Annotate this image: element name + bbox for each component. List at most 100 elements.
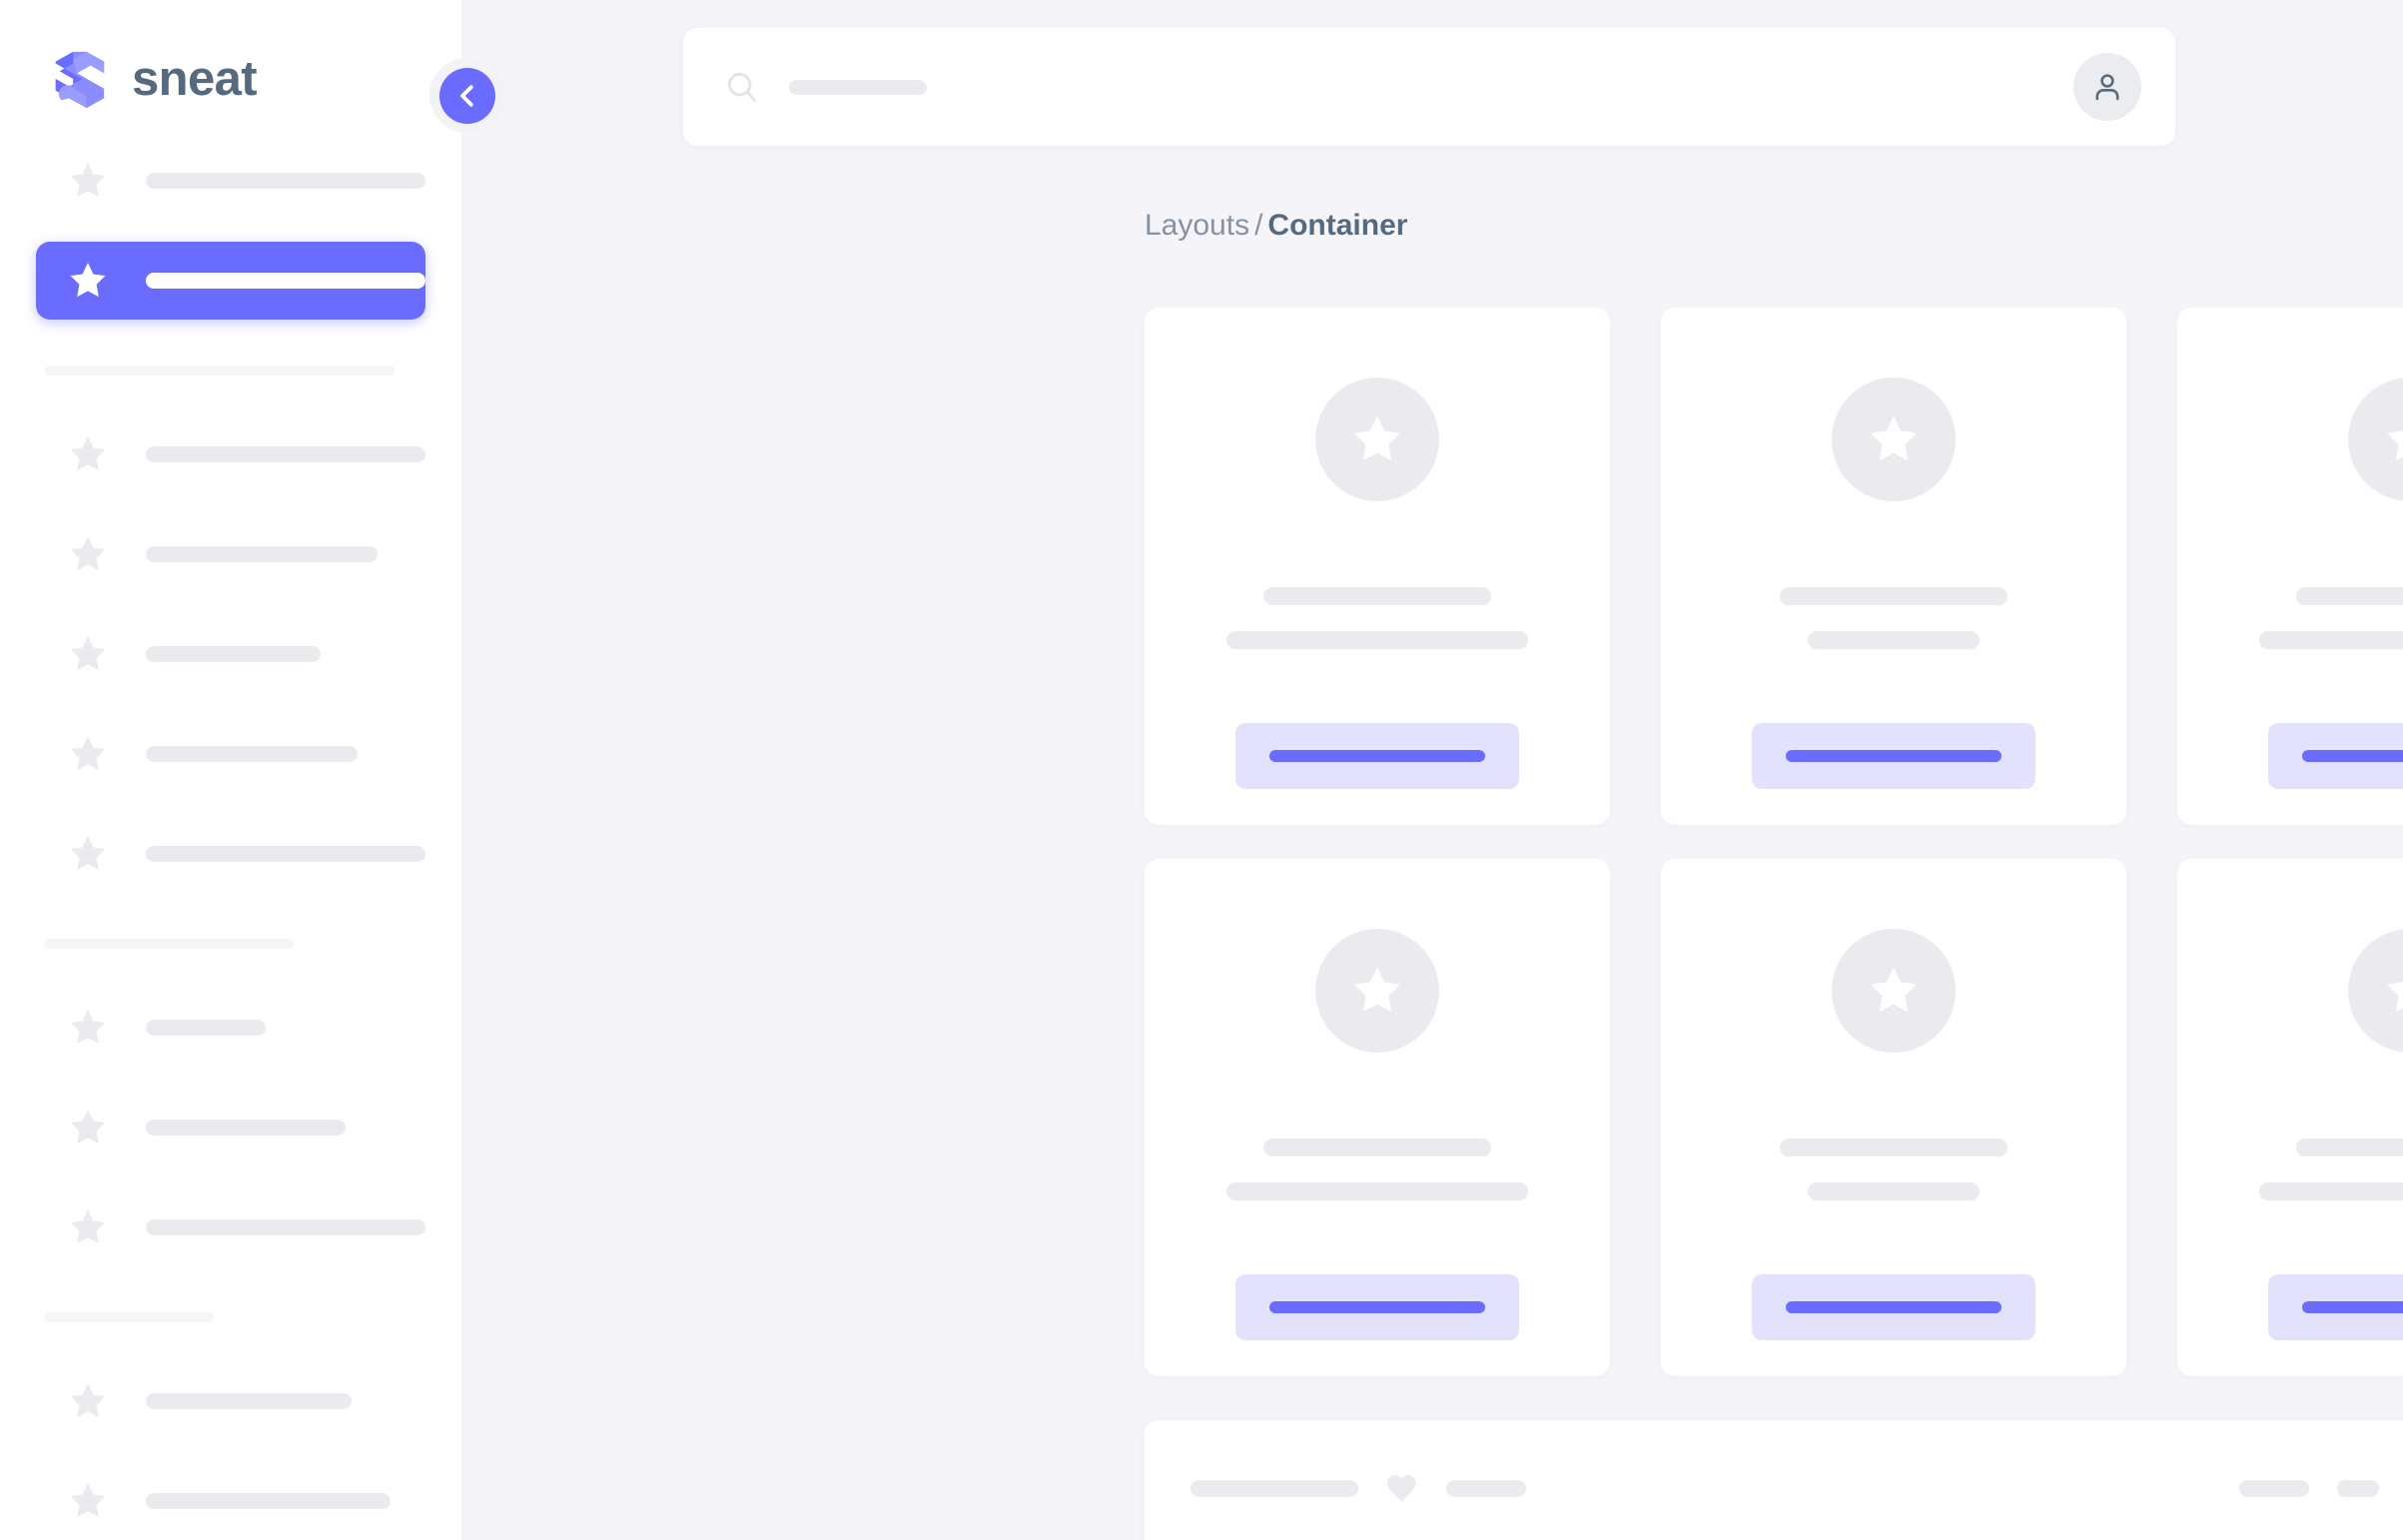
star-icon xyxy=(70,736,106,771)
star-icon xyxy=(70,636,106,671)
sidebar-item-label-skeleton xyxy=(146,1393,352,1409)
breadcrumb-separator: / xyxy=(1254,209,1263,242)
sidebar-item-label-skeleton xyxy=(146,1120,346,1136)
sidebar-item-3-0[interactable] xyxy=(36,1362,425,1440)
card-subtitle-skeleton xyxy=(1808,1182,1980,1200)
breadcrumb: Layouts / Container xyxy=(1145,208,1407,244)
card-title-skeleton xyxy=(2296,1139,2403,1156)
card-subtitle-skeleton xyxy=(1226,631,1528,649)
footer-secondary-skeleton xyxy=(1446,1479,1526,1497)
sidebar-item-spacer xyxy=(0,493,461,515)
footer-link-skeleton[interactable] xyxy=(2337,1479,2379,1497)
sidebar-item-3-1[interactable] xyxy=(36,1462,425,1540)
card-action-button[interactable] xyxy=(1235,723,1519,789)
content-card[interactable] xyxy=(1661,308,2126,825)
sidebar-item-label-skeleton xyxy=(146,446,425,462)
card-button-label-skeleton xyxy=(2302,750,2403,762)
card-action-button[interactable] xyxy=(2268,1274,2403,1340)
sidebar-divider xyxy=(44,366,396,376)
main-content: Layouts / Container xyxy=(461,0,2403,1540)
card-title-skeleton xyxy=(1780,1139,2007,1156)
sidebar-item-1-3[interactable] xyxy=(36,715,425,793)
card-avatar xyxy=(2348,929,2403,1053)
heart-icon xyxy=(1387,1475,1416,1502)
content-card[interactable] xyxy=(1145,859,1610,1376)
card-subtitle-skeleton xyxy=(1226,1182,1528,1200)
card-title-skeleton xyxy=(1780,587,2007,605)
footer-link-skeleton[interactable] xyxy=(2239,1479,2309,1497)
sidebar-item-label-skeleton xyxy=(146,173,425,189)
sidebar-collapse-button[interactable] xyxy=(429,58,504,133)
card-title-skeleton xyxy=(2296,587,2403,605)
sidebar-item-2-0[interactable] xyxy=(36,989,425,1067)
user-avatar[interactable] xyxy=(2073,53,2141,121)
chevron-left-icon xyxy=(459,84,473,107)
sidebar-item-label-skeleton xyxy=(146,646,321,662)
card-action-button[interactable] xyxy=(1752,723,2035,789)
star-icon xyxy=(70,263,106,298)
star-icon xyxy=(1354,967,1400,1013)
search-icon xyxy=(727,72,757,102)
breadcrumb-parent[interactable]: Layouts xyxy=(1145,209,1250,242)
card-avatar xyxy=(1315,929,1439,1053)
sidebar-item-spacer xyxy=(0,693,461,715)
card-title-skeleton xyxy=(1263,1139,1491,1156)
search-input[interactable] xyxy=(723,68,2073,106)
sidebar-item-label-skeleton xyxy=(146,273,425,289)
sidebar-item-spacer xyxy=(0,1440,461,1462)
sidebar-item-1-0[interactable] xyxy=(36,415,425,493)
card-title-skeleton xyxy=(1263,587,1491,605)
content-card[interactable] xyxy=(2177,859,2403,1376)
sidebar-item-label-skeleton xyxy=(146,1493,391,1509)
sidebar-item-0-1[interactable] xyxy=(36,242,425,320)
star-icon xyxy=(70,1483,106,1518)
sidebar-item-spacer xyxy=(0,1067,461,1089)
sidebar-item-spacer xyxy=(0,593,461,615)
card-action-button[interactable] xyxy=(1235,1274,1519,1340)
footer-links-group xyxy=(2239,1479,2403,1497)
sidebar-divider xyxy=(44,1312,214,1322)
sidebar-item-spacer xyxy=(0,220,461,242)
brand[interactable]: sneat xyxy=(0,0,461,120)
card-avatar xyxy=(1315,378,1439,501)
card-subtitle-skeleton xyxy=(1808,631,1980,649)
footer-left-group xyxy=(1191,1470,1526,1506)
sidebar-item-spacer xyxy=(0,793,461,815)
sidebar-item-label-skeleton xyxy=(146,846,425,862)
sidebar: sneat xyxy=(0,0,504,1540)
sidebar-item-1-4[interactable] xyxy=(36,815,425,893)
card-action-button[interactable] xyxy=(1752,1274,2035,1340)
content-card[interactable] xyxy=(1145,308,1610,825)
sidebar-item-1-1[interactable] xyxy=(36,515,425,593)
card-avatar xyxy=(2348,378,2403,501)
card-grid xyxy=(1145,308,2403,1376)
star-icon xyxy=(70,436,106,471)
sidebar-item-label-skeleton xyxy=(146,746,358,762)
sidebar-item-2-2[interactable] xyxy=(36,1188,425,1266)
star-icon xyxy=(1871,967,1917,1013)
star-icon xyxy=(70,836,106,871)
content-card[interactable] xyxy=(1661,859,2126,1376)
sidebar-item-2-1[interactable] xyxy=(36,1089,425,1166)
card-subtitle-skeleton xyxy=(2259,631,2403,649)
star-icon xyxy=(70,163,106,198)
sidebar-item-label-skeleton xyxy=(146,1219,425,1235)
breadcrumb-current: Container xyxy=(1267,209,1408,242)
card-button-label-skeleton xyxy=(2302,1301,2403,1313)
collapse-button-circle xyxy=(438,67,495,124)
card-avatar xyxy=(1832,378,1956,501)
sidebar-item-label-skeleton xyxy=(146,1020,266,1036)
content-card[interactable] xyxy=(2177,308,2403,825)
card-action-button[interactable] xyxy=(2268,723,2403,789)
card-button-label-skeleton xyxy=(1786,1301,2002,1313)
star-icon xyxy=(70,1010,106,1045)
sidebar-item-spacer xyxy=(0,1166,461,1188)
sidebar-item-0-0[interactable] xyxy=(36,142,425,220)
star-icon xyxy=(2387,430,2403,461)
star-icon xyxy=(2387,982,2403,1013)
footer-panel xyxy=(1145,1420,2403,1540)
sidebar-item-1-2[interactable] xyxy=(36,615,425,693)
user-icon xyxy=(2095,74,2119,101)
topbar xyxy=(683,28,2175,146)
sidebar-nav xyxy=(0,120,461,1540)
